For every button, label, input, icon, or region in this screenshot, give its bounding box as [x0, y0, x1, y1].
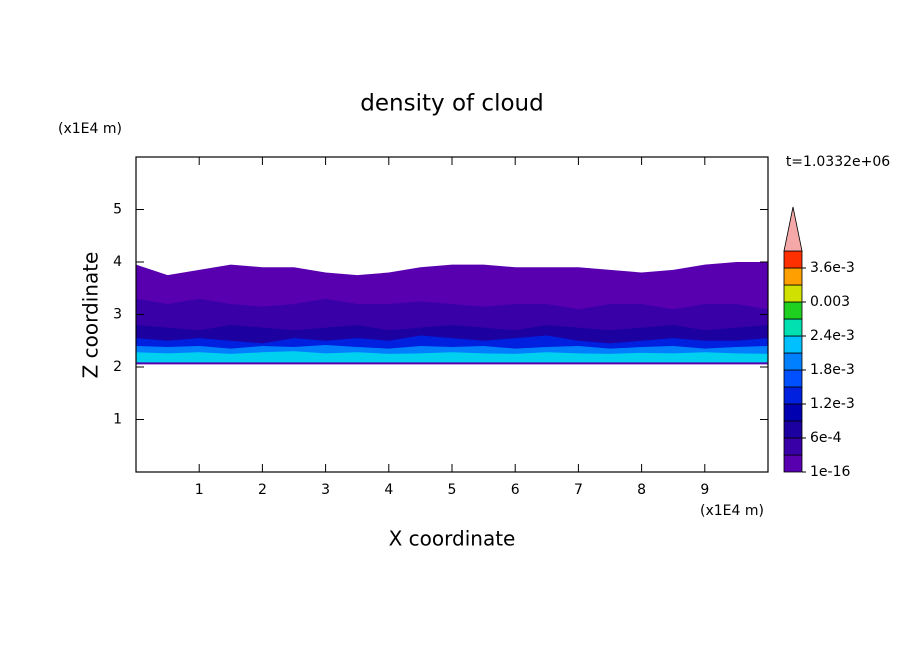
colorbar-box: [783, 420, 803, 439]
y-tick-label: 5: [113, 202, 122, 218]
y-unit: (x1E4 m): [58, 121, 122, 137]
colorbar-tick-label: 6e-4: [810, 430, 842, 446]
x-tick-label: 2: [258, 482, 267, 498]
colorbar-box: [783, 454, 803, 473]
colorbar-tick-label: 1.8e-3: [810, 362, 855, 378]
x-axis-label: X coordinate: [389, 527, 516, 551]
colorbar-box: [783, 318, 803, 337]
x-tick-label: 5: [448, 482, 457, 498]
colorbar-box: [783, 301, 803, 320]
y-tick-label: 4: [113, 254, 122, 270]
colorbar-box: [783, 352, 803, 371]
colorbar: 1e-16 6e-4 1.2e-3 1.8e-3 2.4e-3 0.003 3.6e-3: [783, 206, 855, 480]
colorbar-box: [783, 284, 803, 303]
x-tick-label: 9: [700, 482, 709, 498]
y-tick-label: 1: [113, 412, 122, 428]
x-tick-label: 8: [637, 482, 646, 498]
colorbar-box: [783, 403, 803, 422]
colorbar-tick-label: 1.2e-3: [810, 396, 855, 412]
contour-band: [136, 351, 768, 364]
y-axis-label: Z coordinate: [79, 252, 103, 379]
colorbar-tick-label: 0.003: [810, 294, 850, 310]
colorbar-box: [783, 250, 803, 269]
colorbar-box: [783, 267, 803, 286]
colorbar-extend: [783, 206, 803, 252]
colorbar-box: [783, 369, 803, 388]
colorbar-tick-label: 1e-16: [810, 464, 850, 480]
y-tick-label: 3: [113, 307, 122, 323]
colorbar-box: [783, 386, 803, 405]
x-tick-label: 1: [195, 482, 204, 498]
contour-field: [136, 262, 768, 365]
x-tick-label: 3: [321, 482, 330, 498]
x-unit: (x1E4 m): [700, 503, 764, 519]
axes: 1 2 3 4 5 6 7 8 9 1 2 3 4 5: [113, 156, 769, 498]
y-tick-label: 2: [113, 359, 122, 375]
chart-title: density of cloud: [360, 91, 543, 117]
annotation: t=1.0332e+06: [786, 154, 890, 170]
x-tick-label: 6: [511, 482, 520, 498]
colorbar-box: [783, 437, 803, 456]
colorbar-box: [783, 335, 803, 354]
colorbar-tick-label: 2.4e-3: [810, 328, 855, 344]
x-tick-label: 7: [574, 482, 583, 498]
x-tick-label: 4: [384, 482, 393, 498]
colorbar-tick-label: 3.6e-3: [810, 260, 855, 276]
